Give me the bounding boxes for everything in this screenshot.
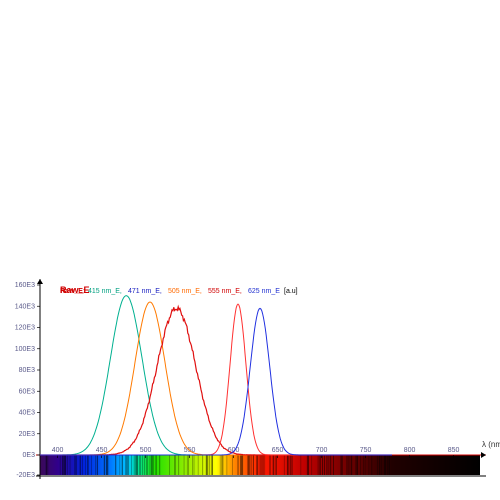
legend-item: 505 nm_E, bbox=[168, 288, 202, 295]
y-tick-label: 100E3 bbox=[15, 346, 35, 353]
legend-item: 555 nm_E, bbox=[208, 288, 242, 295]
spectral-chart: 400450500550600650700750800850-20E30E320… bbox=[0, 0, 500, 500]
y-tick-label: 80E3 bbox=[19, 367, 35, 374]
x-tick-label: 850 bbox=[448, 447, 460, 454]
y-tick-label: 20E3 bbox=[19, 431, 35, 438]
x-tick-label: 500 bbox=[140, 447, 152, 454]
y-tick-label: 160E3 bbox=[15, 282, 35, 289]
x-tick-label: 750 bbox=[360, 447, 372, 454]
y-tick-label: 60E3 bbox=[19, 388, 35, 395]
y-tick-label: 40E3 bbox=[19, 410, 35, 417]
legend-item: Raw_E: bbox=[60, 288, 85, 295]
y-tick-label: 120E3 bbox=[15, 325, 35, 332]
y-tick-label: 140E3 bbox=[15, 303, 35, 310]
legend-item: 471 nm_E, bbox=[128, 288, 162, 295]
x-axis-label: λ (nm) bbox=[482, 440, 500, 449]
x-tick-label: 800 bbox=[404, 447, 416, 454]
y-tick-label: -20E3 bbox=[16, 472, 35, 479]
legend-item: [a.u] bbox=[284, 288, 298, 295]
legend-item: 415 nm_E, bbox=[88, 288, 122, 295]
x-tick-label: 400 bbox=[52, 447, 64, 454]
x-tick-label: 650 bbox=[272, 447, 284, 454]
x-tick-label: 700 bbox=[316, 447, 328, 454]
legend-item: 625 nm_E bbox=[248, 288, 280, 295]
y-tick-label: 0E3 bbox=[23, 452, 36, 459]
